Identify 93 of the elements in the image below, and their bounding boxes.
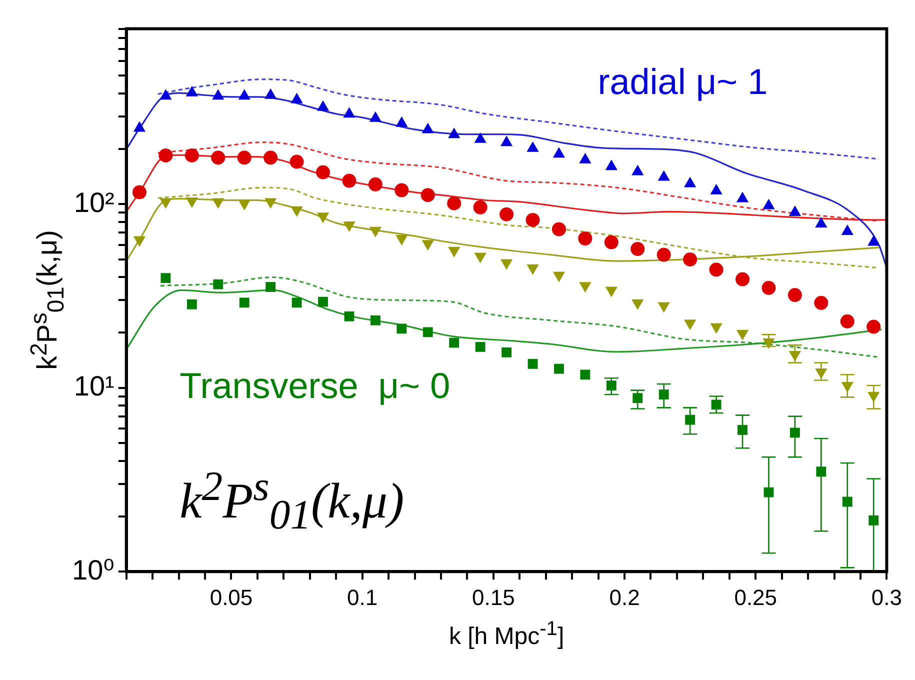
point <box>160 273 171 283</box>
point <box>184 148 199 162</box>
point <box>762 198 775 210</box>
point <box>186 299 197 310</box>
point <box>552 222 566 236</box>
point <box>605 160 618 170</box>
point <box>500 207 514 222</box>
point <box>292 298 302 308</box>
y-tick-label: 10¹ <box>74 370 114 402</box>
point <box>736 272 750 286</box>
point <box>422 122 434 134</box>
point <box>526 141 539 152</box>
point <box>683 252 698 266</box>
x-tick-label: 0.05 <box>210 584 253 610</box>
point <box>788 288 802 302</box>
point <box>630 242 645 256</box>
point <box>158 148 173 162</box>
point <box>868 515 879 526</box>
point <box>264 88 277 99</box>
x-tick-label: 0.25 <box>734 584 778 610</box>
point <box>422 327 433 338</box>
point <box>815 216 828 228</box>
point <box>604 235 618 250</box>
point <box>396 116 408 127</box>
point <box>132 185 146 200</box>
point <box>369 111 382 122</box>
point <box>368 177 382 192</box>
point <box>579 152 592 164</box>
point <box>290 154 304 169</box>
point <box>526 212 540 227</box>
y-tick-label: 10² <box>74 186 114 218</box>
point <box>606 380 616 390</box>
point <box>788 206 802 216</box>
point <box>656 248 671 262</box>
point <box>344 311 354 322</box>
annotation: radial μ~ 1 <box>598 61 768 104</box>
point <box>449 338 460 348</box>
point <box>211 150 226 165</box>
point <box>528 358 538 369</box>
point <box>316 100 330 111</box>
point <box>814 296 828 310</box>
point <box>318 296 328 307</box>
point <box>394 183 409 198</box>
point <box>709 262 724 277</box>
annotation: k$^{2}$P$^{s}$$_{01}$(k,μ) <box>180 463 404 540</box>
point <box>840 314 854 328</box>
point <box>212 89 224 100</box>
point <box>473 200 488 214</box>
point <box>738 425 748 435</box>
point <box>658 170 670 181</box>
point <box>868 235 880 246</box>
point <box>502 347 512 358</box>
point <box>396 324 407 334</box>
point <box>632 164 644 176</box>
point <box>186 86 198 96</box>
x-tick-label: 0.15 <box>472 584 515 610</box>
point <box>133 121 146 132</box>
point <box>370 315 380 326</box>
point <box>474 132 486 143</box>
x-tick-label: 0.2 <box>609 584 640 610</box>
y-tick-label: 10⁰ <box>72 554 114 586</box>
x-tick-label: 0.1 <box>347 584 378 610</box>
point <box>580 370 590 380</box>
point <box>578 232 592 246</box>
point <box>762 280 776 295</box>
line-series <box>160 276 880 358</box>
point <box>684 176 696 188</box>
point <box>316 165 330 180</box>
point <box>264 150 278 165</box>
point <box>736 192 749 202</box>
point <box>160 89 172 100</box>
point <box>420 188 435 202</box>
point <box>239 298 250 308</box>
point <box>685 414 696 425</box>
point <box>475 342 486 352</box>
point <box>448 128 460 138</box>
point <box>290 92 303 104</box>
point <box>866 320 881 334</box>
point <box>710 184 722 194</box>
point <box>554 364 564 374</box>
x-tick-label: 0.3 <box>871 584 902 610</box>
point <box>238 89 250 100</box>
annotation: Transverse μ~ 0 <box>180 365 450 408</box>
point <box>552 147 566 158</box>
point <box>266 282 276 292</box>
point <box>500 136 513 146</box>
point <box>342 174 356 188</box>
x-axis-title: k [h Mpc$^{-1}$] <box>448 618 566 651</box>
point <box>343 107 356 118</box>
point <box>213 279 224 290</box>
point <box>447 196 462 210</box>
point <box>237 150 252 165</box>
point <box>841 224 854 235</box>
